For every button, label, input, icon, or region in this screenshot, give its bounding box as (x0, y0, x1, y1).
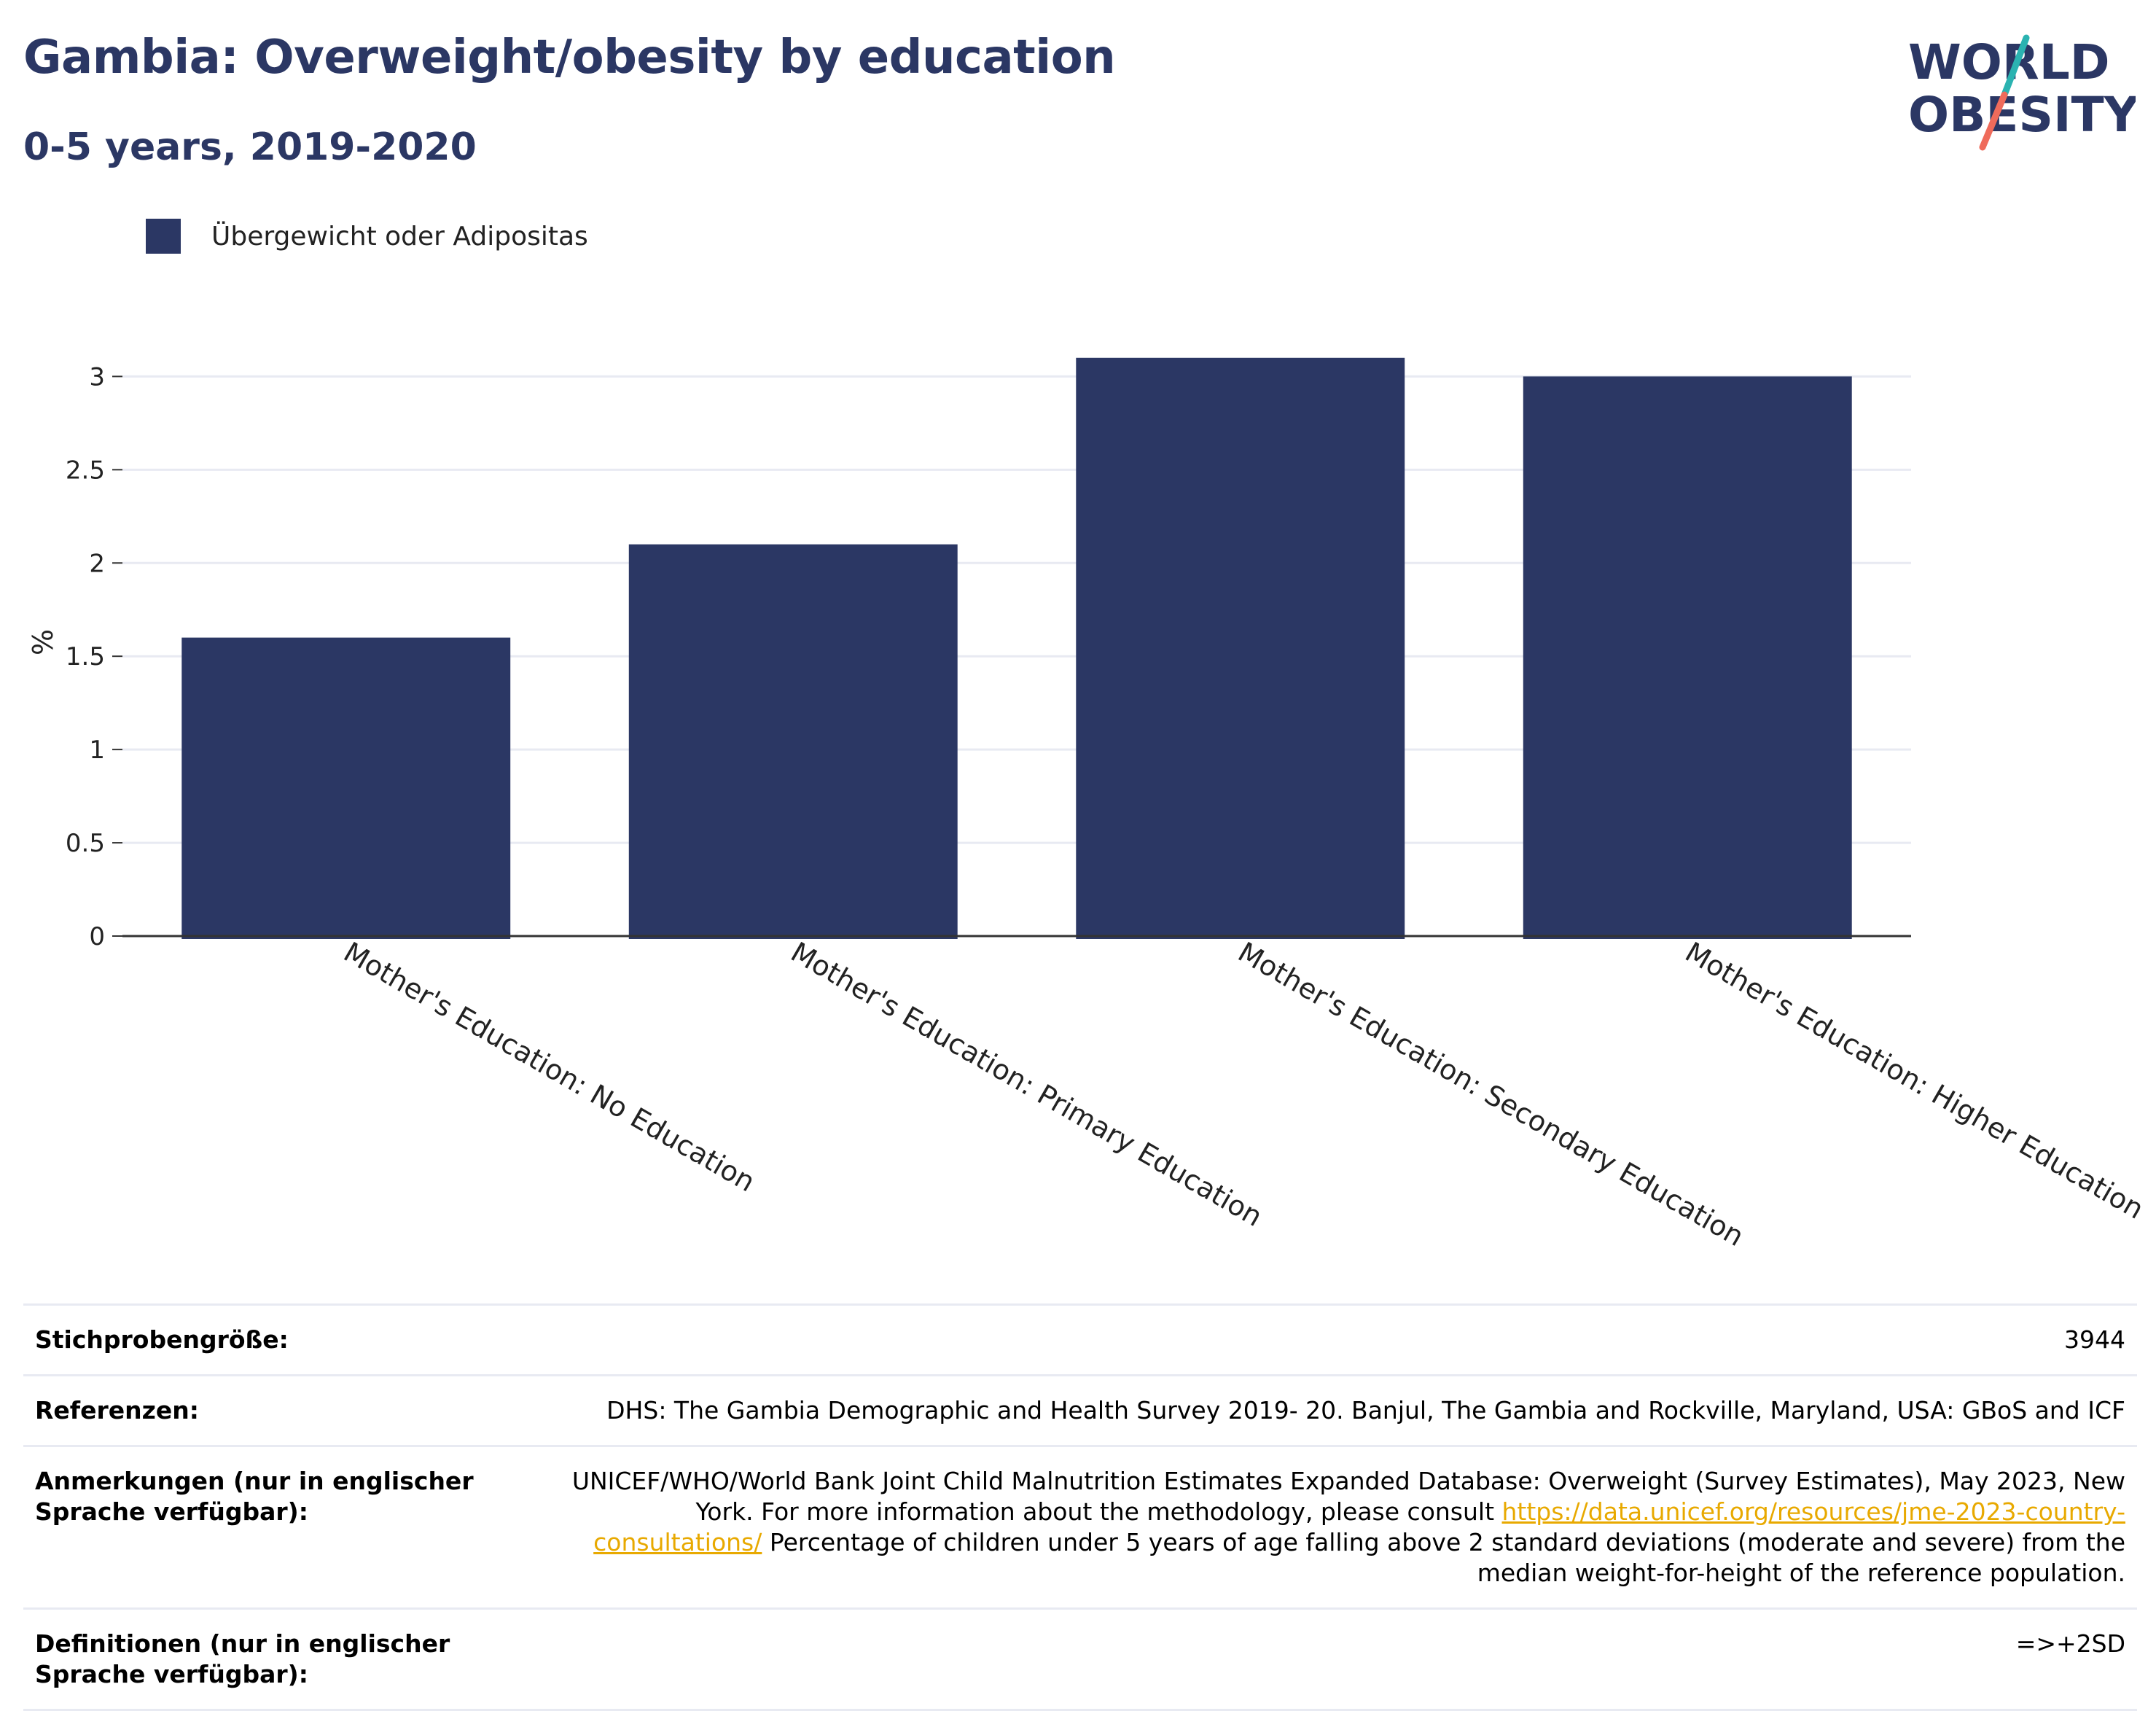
y-tick-label: 0 (89, 922, 105, 951)
y-tick-label: 1.5 (66, 642, 105, 671)
metadata-table: Stichprobengröße: 3944 Referenzen: DHS: … (23, 1303, 2137, 1711)
y-tick-label: 2 (89, 549, 105, 578)
meta-row-sample-size: Stichprobengröße: 3944 (23, 1303, 2137, 1374)
meta-label: Stichprobengröße: (35, 1325, 289, 1354)
bar (628, 544, 958, 939)
meta-value-text: UNICEF/WHO/World Bank Joint Child Malnut… (571, 1467, 2125, 1526)
x-tick-label: Mother's Education: No Education (338, 936, 760, 1199)
y-tick-label: 2.5 (66, 456, 105, 485)
meta-value: DHS: The Gambia Demographic and Health S… (606, 1396, 2125, 1424)
methodology-link[interactable]: https://data.unicef.org/resources/jme-20… (593, 1497, 2125, 1556)
legend-swatch (146, 219, 181, 254)
meta-value: 3944 (2064, 1325, 2125, 1354)
x-tick-label: Mother's Education: Primary Education (786, 936, 1268, 1233)
axes (112, 375, 1911, 938)
bars (181, 357, 1852, 939)
bar (1076, 357, 1405, 939)
x-tick-label: Mother's Education: Secondary Education (1233, 936, 1749, 1253)
y-tick-label: 3 (89, 362, 105, 391)
y-axis-label: % (27, 629, 59, 655)
logo-slash-top (2001, 34, 2030, 98)
y-tick-label: 1 (89, 736, 105, 765)
y-tick-label: 0.5 (66, 829, 105, 858)
bar (181, 637, 511, 939)
chart-legend[interactable]: Übergewicht oder Adipositas (146, 216, 588, 257)
logo-line2: OBESITY (1908, 87, 2136, 143)
chart-subtitle: 0-5 years, 2019-2020 (23, 125, 477, 169)
meta-value-text: Percentage of children under 5 years of … (762, 1528, 2125, 1587)
meta-value: UNICEF/WHO/World Bank Joint Child Malnut… (560, 1466, 2125, 1589)
logo-slash-bottom (1979, 91, 2008, 151)
meta-row-references: Referenzen: DHS: The Gambia Demographic … (23, 1374, 2137, 1445)
meta-label: Referenzen: (35, 1396, 199, 1424)
meta-label: Anmerkungen (nur in englischer Sprache v… (35, 1467, 474, 1526)
bar (1523, 376, 1852, 939)
bar-chart: 0 0.5 1 1.5 2 2.5 3 Mother's Education: No Educ… (27, 357, 2149, 1253)
chart-title: Gambia: Overweight/obesity by education (23, 31, 1116, 85)
meta-label: Definitionen (nur in englischer Sprache … (35, 1629, 450, 1688)
legend-label: Übergewicht oder Adipositas (211, 221, 588, 252)
meta-value: =>+2SD (2015, 1629, 2125, 1658)
x-tick-label: Mother's Education: Higher Education (1680, 936, 2149, 1225)
meta-row-notes: Anmerkungen (nur in englischer Sprache v… (23, 1445, 2137, 1607)
meta-row-definitions: Definitionen (nur in englischer Sprache … (23, 1607, 2137, 1711)
world-obesity-logo: WORLD OBESITY (1908, 34, 2136, 151)
